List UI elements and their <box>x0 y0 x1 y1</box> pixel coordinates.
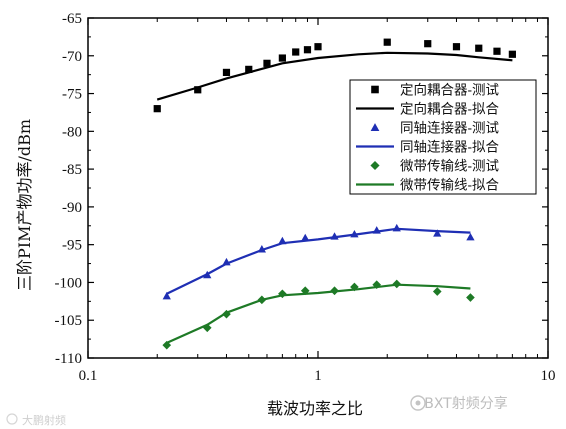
legend-entry: 微带传输线-测试 <box>370 159 500 175</box>
y-tick-label: -75 <box>62 87 82 103</box>
data-point <box>432 287 442 296</box>
legend-label: 定向耦合器-拟合 <box>400 102 500 118</box>
legend-label: 同轴连接器-拟合 <box>400 139 500 156</box>
data-point <box>292 48 300 56</box>
y-tick-label: -85 <box>62 162 82 178</box>
series-6 <box>166 283 471 344</box>
series-line <box>166 227 471 295</box>
series-line <box>166 283 471 344</box>
data-point <box>508 50 516 58</box>
watermark-right: BXT射频分享 <box>424 395 508 412</box>
data-point <box>153 105 161 113</box>
x-tick-label: 1 <box>314 368 322 384</box>
legend-box <box>349 79 537 195</box>
data-point <box>245 65 253 73</box>
y-axis-label: 三阶PIM产物功率/dBm <box>15 119 34 291</box>
x-tick-label: 10 <box>541 368 556 384</box>
legend-swatch-marker <box>371 85 379 94</box>
y-tick-label: -70 <box>62 49 82 65</box>
data-point <box>301 233 310 242</box>
data-point <box>452 43 461 51</box>
y-tick-label: -110 <box>55 351 82 367</box>
data-point <box>475 44 483 52</box>
y-tick-label: -80 <box>62 124 82 140</box>
legend-entry: 定向耦合器-拟合 <box>356 102 500 118</box>
legend: 定向耦合器-测试定向耦合器-拟合同轴连接器-测试同轴连接器-拟合微带传输线-测试… <box>349 79 537 195</box>
legend-label: 定向耦合器-测试 <box>400 83 500 99</box>
data-point <box>466 232 475 241</box>
legend-label: 微带传输线-拟合 <box>400 178 500 194</box>
series-4 <box>166 227 471 295</box>
y-tick-label: -100 <box>55 275 83 291</box>
x-axis-label: 载波功率之比 <box>267 399 363 418</box>
data-point <box>493 47 501 55</box>
data-point <box>424 40 432 48</box>
legend-entry: 微带传输线-拟合 <box>356 178 500 194</box>
y-tick-label: -90 <box>62 200 82 216</box>
legend-entry: 同轴连接器-测试 <box>370 120 500 137</box>
series-line <box>156 51 513 101</box>
series-1 <box>153 38 516 113</box>
legend-entry: 定向耦合器-测试 <box>371 83 500 99</box>
plot-marks <box>153 38 516 350</box>
legend-label: 同轴连接器-测试 <box>400 120 500 137</box>
y-tick-label: -65 <box>62 11 82 27</box>
data-point <box>263 59 271 67</box>
series-2 <box>156 51 513 101</box>
data-point <box>162 291 171 300</box>
watermark-icon <box>410 395 426 411</box>
data-point <box>466 293 475 302</box>
legend-swatch-marker <box>370 123 380 131</box>
data-point <box>278 54 286 62</box>
x-tick-label: 0.1 <box>79 368 98 384</box>
legend-entry: 同轴连接器-拟合 <box>356 139 500 156</box>
data-point <box>383 38 391 46</box>
data-point <box>433 229 442 237</box>
data-point <box>303 46 312 54</box>
data-point <box>314 43 322 51</box>
watermark-icon-dot <box>415 400 421 406</box>
legend-label: 微带传输线-测试 <box>400 159 500 175</box>
y-tick-label: -105 <box>55 313 83 329</box>
data-point <box>194 86 202 94</box>
watermark-left-icon <box>6 413 18 425</box>
legend-swatch-marker <box>370 160 380 171</box>
data-point <box>222 68 231 76</box>
y-tick-label: -95 <box>62 238 82 254</box>
watermark-left: 大鹏射频 <box>22 413 66 427</box>
